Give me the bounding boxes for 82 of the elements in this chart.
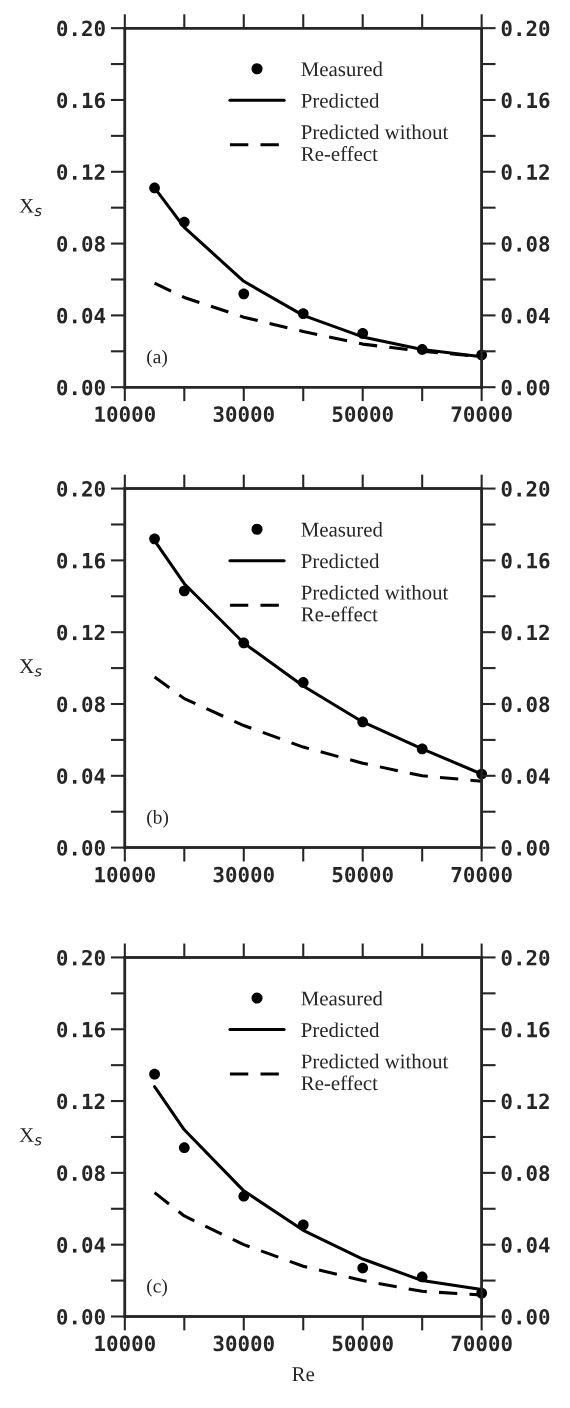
x-axis-title: Re [292, 1367, 315, 1382]
annotation: (a) [147, 349, 167, 368]
y-tick-label: 0.08 [57, 236, 105, 252]
y2-tick-label: 0.16 [501, 552, 550, 569]
y-tick-label: 0.04 [57, 1237, 106, 1253]
point [149, 1068, 160, 1080]
point [357, 1262, 369, 1274]
y2-tick-label: 0.20 [501, 20, 550, 37]
y2-tick-label: 0.12 [501, 624, 549, 641]
legend-label: Predicted without Re-effect [301, 584, 449, 622]
point [416, 743, 428, 755]
point [357, 327, 369, 339]
y2-tick-label: 0.12 [501, 1093, 549, 1110]
legend-label: Predicted without Re-effect [301, 124, 449, 161]
point [416, 344, 428, 355]
y2-tick-label: 0.08 [501, 1165, 550, 1182]
y-tick-label: 0.12 [57, 624, 105, 641]
y2-tick-label: 0.08 [501, 696, 550, 713]
point [178, 1142, 190, 1154]
y-axis-title: X$_{s}$ [19, 1128, 42, 1146]
y2-tick-label: 0.00 [501, 379, 550, 396]
y-tick-label: 0.16 [57, 92, 105, 109]
point [297, 1219, 309, 1231]
x-tick-label: 50000 [332, 406, 393, 423]
x-tick-label: 70000 [451, 406, 512, 423]
x-tick-label: 30000 [213, 1335, 274, 1352]
x-tick-label: 50000 [332, 866, 393, 883]
point [297, 677, 309, 688]
y-axis-title: X$_{s}$ [19, 198, 42, 217]
legend-label: Measured [301, 990, 383, 1006]
y2-tick-label: 0.12 [501, 164, 549, 180]
legend-label: Predicted [301, 1022, 380, 1038]
x-tick-label: 10000 [95, 1335, 155, 1352]
point [149, 533, 160, 545]
y-tick-label: 0.12 [57, 1093, 105, 1110]
point [178, 585, 190, 597]
point [178, 216, 190, 228]
y-tick-label: 0.04 [57, 307, 106, 324]
y2-tick-label: 0.04 [501, 1237, 550, 1253]
point [416, 1271, 428, 1283]
y-tick-label: 0.04 [57, 768, 106, 785]
y-tick-label: 0.16 [57, 552, 105, 569]
point [357, 716, 369, 728]
legend-label: Predicted without Re-effect [301, 1053, 449, 1091]
y-axis-title: X$_{s}$ [19, 659, 42, 677]
y-tick-label: 0.20 [57, 481, 105, 497]
point [238, 637, 250, 649]
y-tick-label: 0.00 [57, 1308, 105, 1325]
point [238, 1190, 250, 1202]
x-tick-label: 70000 [451, 866, 512, 883]
y-tick-label: 0.12 [57, 164, 105, 180]
y-tick-label: 0.08 [57, 696, 105, 713]
x-tick-label: 50000 [332, 1335, 393, 1352]
point [297, 308, 309, 319]
y2-tick-label: 0.20 [501, 481, 550, 497]
y2-tick-label: 0.16 [501, 1021, 550, 1038]
x-tick-label: 10000 [95, 866, 155, 883]
y2-tick-label: 0.00 [501, 1308, 550, 1325]
point [238, 288, 250, 300]
legend-label: Measured [301, 61, 383, 77]
x-tick-label: 70000 [451, 1335, 512, 1352]
x-tick-label: 10000 [95, 406, 155, 423]
y2-tick-label: 0.08 [501, 236, 550, 252]
y2-tick-label: 0.00 [501, 840, 550, 856]
y2-tick-label: 0.04 [501, 307, 550, 324]
y2-tick-label: 0.04 [501, 768, 550, 785]
legend-label: Predicted [301, 553, 380, 569]
annotation: (b) [147, 810, 169, 828]
x-tick-label: 30000 [213, 866, 274, 883]
y-tick-label: 0.08 [57, 1165, 105, 1182]
y-tick-label: 0.20 [57, 20, 105, 37]
y-tick-label: 0.16 [57, 1021, 105, 1038]
y-tick-label: 0.20 [57, 949, 105, 966]
x-tick-label: 30000 [213, 406, 274, 423]
annotation: (c) [147, 1278, 167, 1297]
y-tick-label: 0.00 [57, 379, 105, 396]
y2-tick-label: 0.20 [501, 949, 550, 966]
y2-tick-label: 0.16 [501, 92, 550, 109]
legend-label: Measured [301, 522, 383, 537]
point [149, 182, 160, 194]
y-tick-label: 0.00 [57, 840, 105, 856]
legend-label: Predicted [301, 93, 380, 108]
